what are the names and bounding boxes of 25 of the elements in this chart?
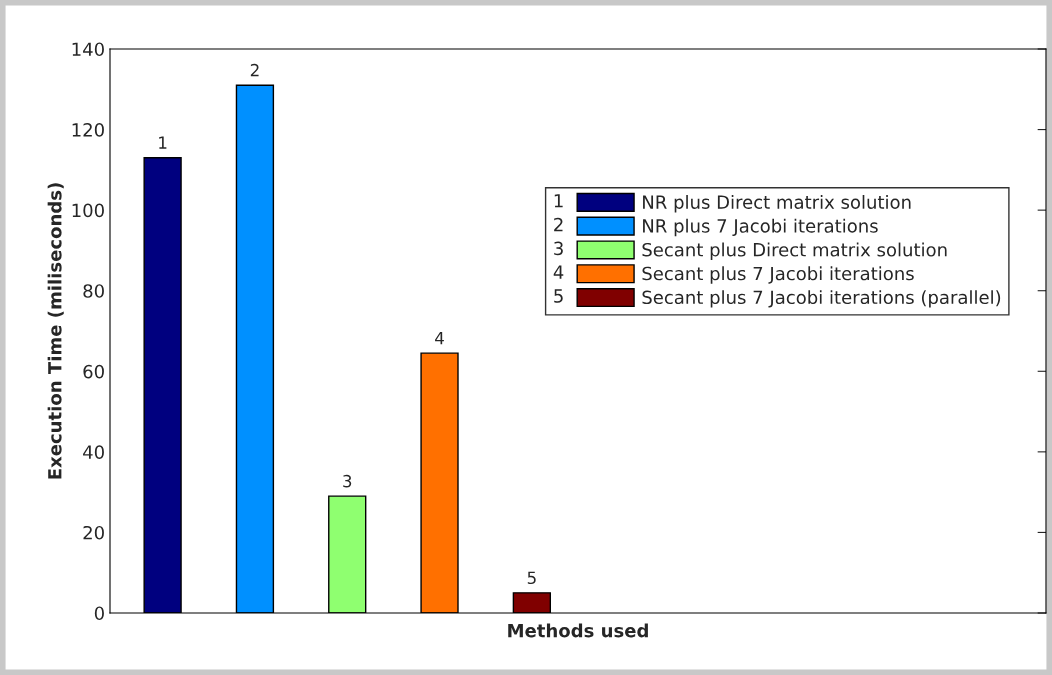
- text: 4: [553, 265, 564, 279]
- annotation: 3: [343, 474, 352, 488]
- y-tick-label: 120: [72, 123, 104, 137]
- y-tick-label: 20: [83, 525, 104, 540]
- annotation: 1: [159, 136, 167, 149]
- y-tick-label: 80: [83, 284, 104, 298]
- text: 1: [554, 194, 563, 208]
- x-axis-title: Methods used: [508, 623, 648, 638]
- legend-label: Secant plus 7 Jacobi iterations: [642, 266, 914, 284]
- legend-label: NR plus 7 Jacobi iterations: [643, 218, 878, 237]
- y-tick-label: 60: [83, 364, 104, 379]
- text: 2: [554, 217, 563, 232]
- legend-label: Secant plus 7 Jacobi iterations (parallel): [642, 290, 1001, 308]
- y-tick-label: 100: [72, 203, 104, 218]
- y-tick-label: 40: [83, 445, 104, 459]
- legend-label: NR plus Direct matrix solution: [643, 194, 911, 213]
- y-tick-label: 140: [72, 42, 104, 57]
- legend-label: Secant plus Direct matrix solution: [642, 242, 947, 261]
- text: 5: [554, 289, 563, 303]
- y-axis-title: Execution Time (miliseconds): [47, 183, 64, 479]
- annotation: 2: [250, 63, 259, 77]
- y-tick-label: 0: [94, 606, 104, 621]
- annotation: 5: [527, 571, 536, 585]
- text: 3: [554, 241, 563, 256]
- annotation: 4: [435, 331, 444, 345]
